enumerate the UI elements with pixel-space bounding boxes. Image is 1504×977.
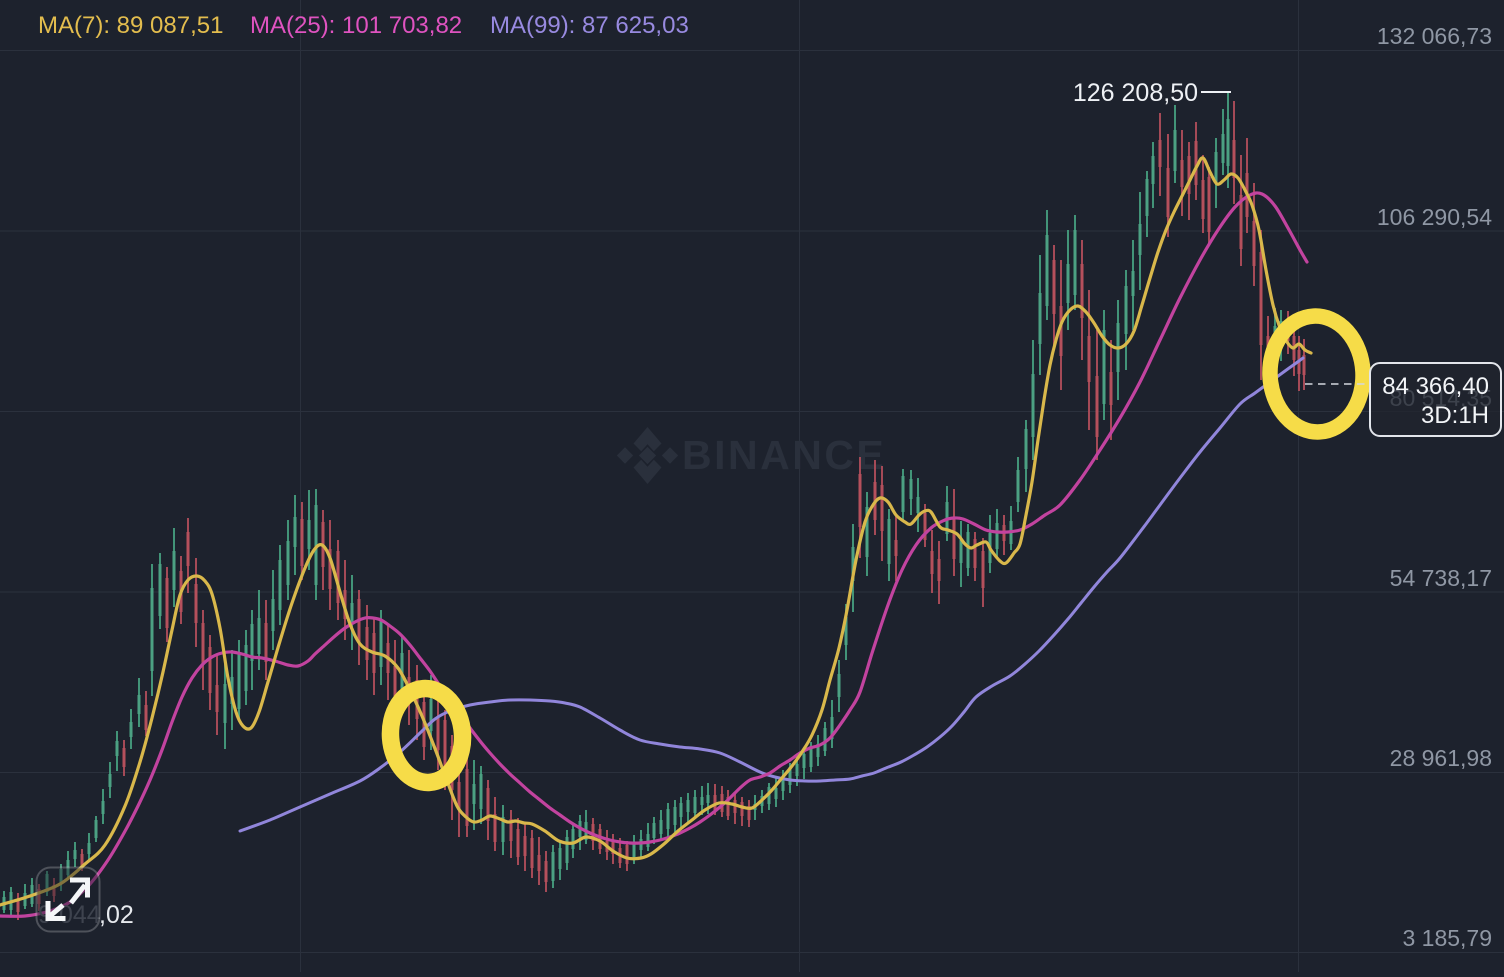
svg-text:3 185,79: 3 185,79 (1402, 925, 1492, 951)
svg-text:132 066,73: 132 066,73 (1377, 23, 1492, 49)
svg-text:,02: ,02 (99, 901, 134, 929)
svg-text:MA(25): 101 703,82: MA(25): 101 703,82 (250, 12, 462, 39)
svg-text:MA(99): 87 625,03: MA(99): 87 625,03 (490, 12, 689, 39)
svg-text:MA(7): 89 087,51: MA(7): 89 087,51 (38, 12, 223, 39)
svg-text:BINANCE: BINANCE (682, 432, 886, 478)
svg-text:54 738,17: 54 738,17 (1390, 565, 1492, 591)
svg-text:044: 044 (59, 901, 101, 929)
svg-text:106 290,54: 106 290,54 (1377, 204, 1492, 230)
svg-text:126 208,50: 126 208,50 (1073, 79, 1198, 107)
svg-text:84 366,40: 84 366,40 (1382, 373, 1489, 400)
svg-text:28 961,98: 28 961,98 (1390, 745, 1492, 771)
svg-text:3D:1H: 3D:1H (1421, 402, 1489, 429)
